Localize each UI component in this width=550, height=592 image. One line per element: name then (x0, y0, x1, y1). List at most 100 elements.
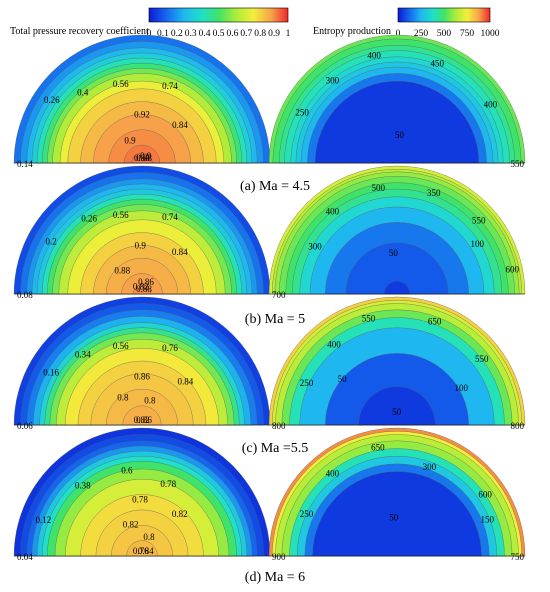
tprc-contour-plot: 0.56 0.740.260.90.20.840.880.860.820.880.… (13, 165, 271, 300)
colorbar-tick-label: 0.2 (171, 29, 183, 39)
colorbar-tick-label: 0.5 (213, 29, 225, 39)
right-contour-label: 450 (431, 58, 445, 68)
contour-panel: 0.56 0.760.340.860.160.840.8 0.80.820.860.… (13, 296, 526, 456)
tprc-contour-plot: 0.56 0.740.40.260.920.840.90.880.90.880.1… (13, 34, 271, 169)
left-contour-label: 0.84 (138, 546, 154, 556)
tprc-contour-plot: 0.6 0.78 0.38 0.78 0.12 0.82 0.82 0.8 0.760.84 0.… (13, 427, 271, 562)
right-contour-label: 700 (272, 290, 286, 300)
entropy-contour-band (358, 386, 436, 426)
entropy-contour-plot: 500 400 350 550 300 50 100 600 700 (268, 165, 526, 300)
right-contour-label: 400 (484, 100, 498, 110)
left-contour-label: 0.88 (134, 153, 150, 163)
panel-caption: (a) Ma = 4.5 (240, 179, 310, 194)
right-contour-label: 400 (327, 339, 341, 349)
colorbar-tick-label: 0.3 (185, 29, 197, 39)
left-contour-label: 0.88 (114, 266, 130, 276)
right-contour-label: 50 (395, 130, 405, 140)
colorbar-tick-label: 750 (460, 29, 475, 39)
left-contour-label: 0.74 (162, 212, 178, 222)
right-contour-label: 100 (455, 383, 469, 393)
panel-caption: (b) Ma = 5 (245, 312, 305, 327)
panel-caption: (d) Ma = 6 (245, 570, 305, 585)
left-contour-label: 0.9 (135, 240, 147, 250)
entropy-contour-plot: 650 300 400 600 250 50 150 900 750 (268, 427, 526, 562)
colorbar-entropy-gradient (397, 7, 491, 23)
left-contour-label: 0.86 (136, 415, 152, 425)
entropy-contour-plot: 400 450 300 400 250 50 550 (268, 34, 526, 169)
right-contour-label: 300 (308, 242, 322, 252)
left-contour-label: 0.9 (140, 151, 152, 161)
left-contour-label: 0.08 (17, 290, 33, 300)
left-contour-label: 0.8 (144, 396, 156, 406)
right-contour-label: 550 (511, 159, 525, 169)
right-contour-label: 400 (326, 206, 340, 216)
colorbar-tick-label: 0 (147, 29, 152, 39)
entropy-contour-band (314, 80, 480, 164)
right-contour-label: 150 (480, 515, 494, 525)
left-contour-label: 0.82 (172, 509, 188, 519)
left-contour-label: 0.14 (17, 159, 33, 169)
right-contour-label: 800 (272, 421, 286, 431)
colorbar-tprc-ticks: 0 0.1 0.2 0.3 0.4 0.5 0.6 0.7 0.8 0.9 1 (147, 29, 291, 39)
right-contour-label: 650 (371, 443, 385, 453)
colorbar-tick-label: 500 (437, 29, 452, 39)
contour-panel: 0.56 0.740.260.90.20.840.880.860.820.880.… (13, 165, 526, 327)
left-contour-label: 0.12 (36, 515, 52, 525)
right-contour-label: 500 (372, 183, 386, 193)
left-contour-label: 0.38 (75, 480, 91, 490)
left-contour-label: 0.88 (136, 153, 152, 163)
right-contour-label: 400 (326, 468, 340, 478)
colorbar-tick-label: 0.9 (268, 29, 280, 39)
left-contour-label: 0.8 (117, 393, 129, 403)
colorbar-tick-label: 0.8 (254, 29, 266, 39)
colorbar-tick-label: 0.1 (157, 29, 169, 39)
right-contour-label: 550 (362, 314, 376, 324)
colorbar-entropy: Entropy production 0 250 500 750 1000 (313, 7, 500, 39)
right-contour-label: 550 (472, 215, 486, 225)
left-contour-label: 0.88 (136, 284, 152, 294)
contour-panel: 0.6 0.78 0.38 0.78 0.12 0.82 0.82 0.8 0.760.84 0.… (13, 427, 526, 585)
right-contour-label: 50 (338, 374, 348, 384)
right-contour-label: 250 (300, 378, 314, 388)
tprc-contour-band (121, 273, 163, 295)
left-contour-label: 0.84 (178, 377, 194, 387)
tprc-contour-band (126, 540, 158, 557)
right-contour-label: 300 (326, 75, 340, 85)
tprc-contour-plot: 0.56 0.760.340.860.160.840.8 0.80.820.860.… (13, 296, 271, 431)
colorbar-tick-label: 1 (286, 29, 291, 39)
right-contour-label: 600 (478, 489, 492, 499)
right-contour-label: 600 (505, 265, 519, 275)
left-contour-label: 0.2 (45, 237, 56, 247)
right-contour-label: 250 (300, 509, 314, 519)
left-contour-label: 0.26 (81, 214, 97, 224)
colorbar-tick-label: 0 (396, 29, 401, 39)
left-contour-label: 0.84 (172, 247, 188, 257)
right-contour-label: 800 (511, 421, 525, 431)
right-contour-label: 550 (475, 354, 489, 364)
left-contour-label: 0.16 (43, 368, 59, 378)
left-contour-label: 0.74 (162, 81, 178, 91)
entropy-contour-band (384, 281, 410, 295)
colorbar-entropy-ticks: 0 250 500 750 1000 (396, 29, 500, 39)
right-contour-label: 100 (471, 239, 485, 249)
contour-panels: 0.56 0.740.40.260.920.840.90.880.90.880.1… (13, 34, 526, 585)
colorbar-tick-label: 1000 (481, 29, 500, 39)
left-contour-label: 0.9 (124, 135, 136, 145)
left-contour-label: 0.8 (143, 532, 155, 542)
left-contour-label: 0.4 (77, 87, 89, 97)
right-contour-label: 400 (367, 50, 381, 60)
tprc-contour-band (131, 152, 153, 164)
left-contour-label: 0.82 (123, 520, 139, 530)
left-contour-label: 0.82 (133, 281, 149, 291)
left-contour-label: 0.86 (134, 371, 150, 381)
left-contour-label: 0.76 (133, 546, 149, 556)
colorbar-tick-label: 0.4 (199, 29, 211, 39)
contour-panel: 0.56 0.740.40.260.920.840.90.880.90.880.1… (13, 34, 526, 194)
left-contour-label: 0.92 (134, 109, 150, 119)
colorbar-tick-label: 0.6 (226, 29, 238, 39)
right-contour-label: 750 (511, 552, 525, 562)
colorbar-tprc: Total pressure recovery coefficient 0 0.1… (10, 7, 291, 39)
colorbar-tprc-gradient (148, 7, 289, 23)
left-contour-label: 0.86 (138, 277, 154, 287)
entropy-contour-band (345, 242, 449, 295)
